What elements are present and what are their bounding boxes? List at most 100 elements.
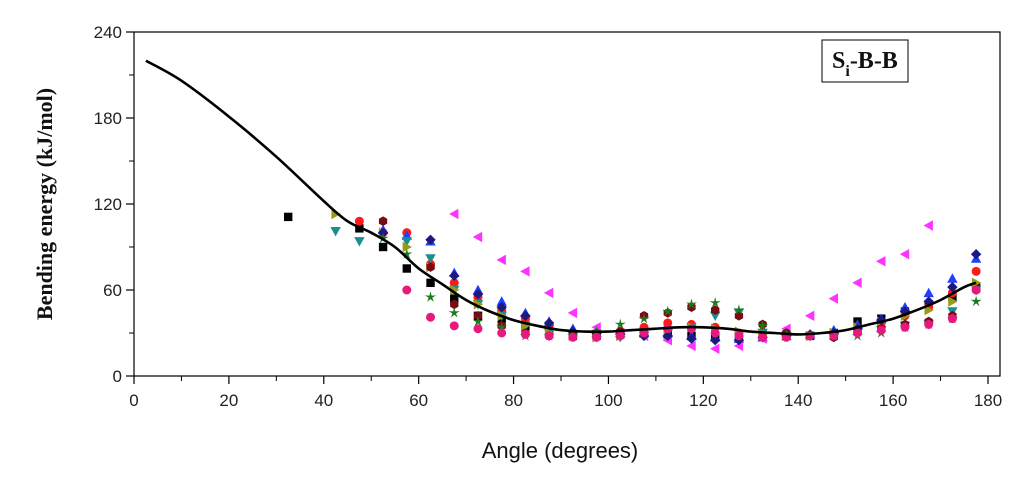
data-point-series-7 [449, 270, 460, 281]
data-point-series-10 [686, 324, 696, 334]
data-point-series-9 [448, 307, 460, 318]
data-point-series-10 [520, 329, 530, 339]
data-point-series-10 [758, 332, 768, 342]
legend-main: S [832, 48, 845, 74]
data-point-series-4 [354, 237, 365, 247]
data-point-series-10 [544, 331, 554, 341]
data-point-series-10 [900, 322, 910, 332]
data-point-series-7 [876, 314, 887, 326]
y-tick-label: 240 [94, 23, 122, 42]
data-point-series-9 [662, 305, 674, 317]
data-point-series-9 [733, 304, 745, 315]
data-point-series-1 [402, 264, 412, 273]
data-point-series-9 [496, 321, 508, 332]
data-point-series-10 [734, 331, 744, 341]
data-point-series-10 [568, 332, 578, 342]
data-point-series-8 [711, 305, 720, 315]
data-point-series-10 [876, 325, 886, 335]
x-tick-label: 180 [974, 391, 1002, 410]
axis-tick-labels: 0 20 40 60 80 100 120 140 160 180 0 60 120 180 240 [94, 23, 1003, 410]
legend-rest: -B-B [850, 48, 898, 74]
x-tick-label: 0 [129, 391, 138, 410]
data-point-series-10 [829, 331, 839, 341]
data-point-series-9 [709, 297, 721, 308]
data-point-series-10 [402, 285, 412, 295]
data-point-series-6 [924, 304, 934, 316]
data-point-series-4 [425, 254, 436, 264]
data-point-series-10 [615, 331, 625, 341]
data-point-series-10 [449, 321, 459, 331]
data-point-series-5 [543, 287, 554, 299]
y-axis-title: Bending energy (kJ/mol) [32, 88, 57, 320]
data-point-series-10 [710, 328, 720, 338]
data-point-series-5 [828, 293, 838, 304]
data-point-series-7 [686, 333, 697, 344]
x-tick-label: 20 [219, 391, 238, 410]
axis-ticks [126, 31, 989, 384]
y-tick-label: 0 [113, 367, 122, 386]
data-point-series-10 [592, 332, 602, 342]
data-point-series-8 [378, 216, 388, 226]
x-tick-label: 100 [594, 391, 622, 410]
legend-box: Si-B-B [821, 39, 909, 83]
x-axis-title: Angle (degrees) [482, 438, 639, 463]
data-point-series-8 [473, 311, 483, 321]
data-point-series-6 [402, 241, 412, 253]
data-point-series-5 [852, 277, 862, 288]
data-point-series-3 [496, 296, 507, 306]
data-point-series-7 [520, 310, 531, 321]
data-point-series-10 [473, 324, 483, 334]
data-point-series-7 [970, 249, 982, 260]
data-point-series-7 [425, 234, 436, 245]
data-point-series-9 [970, 295, 982, 307]
data-point-series-2 [354, 216, 364, 226]
data-point-series-9 [686, 298, 697, 309]
data-point-series-2 [971, 266, 981, 276]
data-point-series-3 [947, 273, 958, 283]
data-point-series-6 [473, 299, 484, 310]
data-point-series-4 [401, 237, 412, 247]
fit-curve [145, 59, 977, 336]
data-point-series-5 [567, 307, 578, 319]
data-point-series-5 [449, 208, 459, 220]
x-tick-label: 60 [409, 391, 428, 410]
data-point-series-8 [687, 302, 696, 312]
data-point-series-6 [948, 296, 958, 307]
x-tick-label: 40 [314, 391, 333, 410]
data-point-series-9 [638, 312, 650, 324]
data-point-series-10 [426, 312, 436, 322]
data-point-series-9 [757, 320, 769, 331]
data-point-series-4 [710, 311, 721, 321]
y-tick-label: 180 [94, 109, 122, 128]
data-point-series-10 [853, 328, 863, 338]
x-tick-label: 140 [784, 391, 812, 410]
data-point-series-7 [947, 281, 958, 293]
data-point-series-5 [686, 340, 696, 352]
data-point-series-6 [971, 277, 982, 288]
data-point-series-2 [449, 278, 459, 288]
data-point-series-1 [426, 278, 435, 288]
data-point-series-5 [923, 220, 933, 231]
x-tick-label: 80 [504, 391, 523, 410]
data-point-series-9 [472, 315, 484, 327]
data-point-series-7 [710, 335, 721, 346]
data-point-series-1 [283, 212, 293, 222]
data-point-series-8 [426, 262, 435, 272]
data-point-series-5 [472, 231, 483, 243]
data-point-series-1 [450, 294, 459, 303]
y-tick-label: 120 [94, 195, 122, 214]
data-point-series-10 [947, 314, 957, 324]
legend-label: Si-B-B [832, 48, 898, 80]
data-point-series-9 [401, 248, 413, 259]
scatter-points [283, 208, 982, 354]
data-point-series-1 [378, 242, 388, 252]
legend-subscript: i [845, 63, 850, 80]
x-tick-label: 120 [689, 391, 717, 410]
data-point-series-10 [497, 328, 507, 338]
data-point-series-4 [330, 227, 341, 237]
data-point-series-5 [899, 249, 910, 260]
data-point-series-10 [971, 285, 981, 295]
data-point-series-9 [425, 291, 436, 302]
data-point-series-5 [804, 310, 815, 321]
